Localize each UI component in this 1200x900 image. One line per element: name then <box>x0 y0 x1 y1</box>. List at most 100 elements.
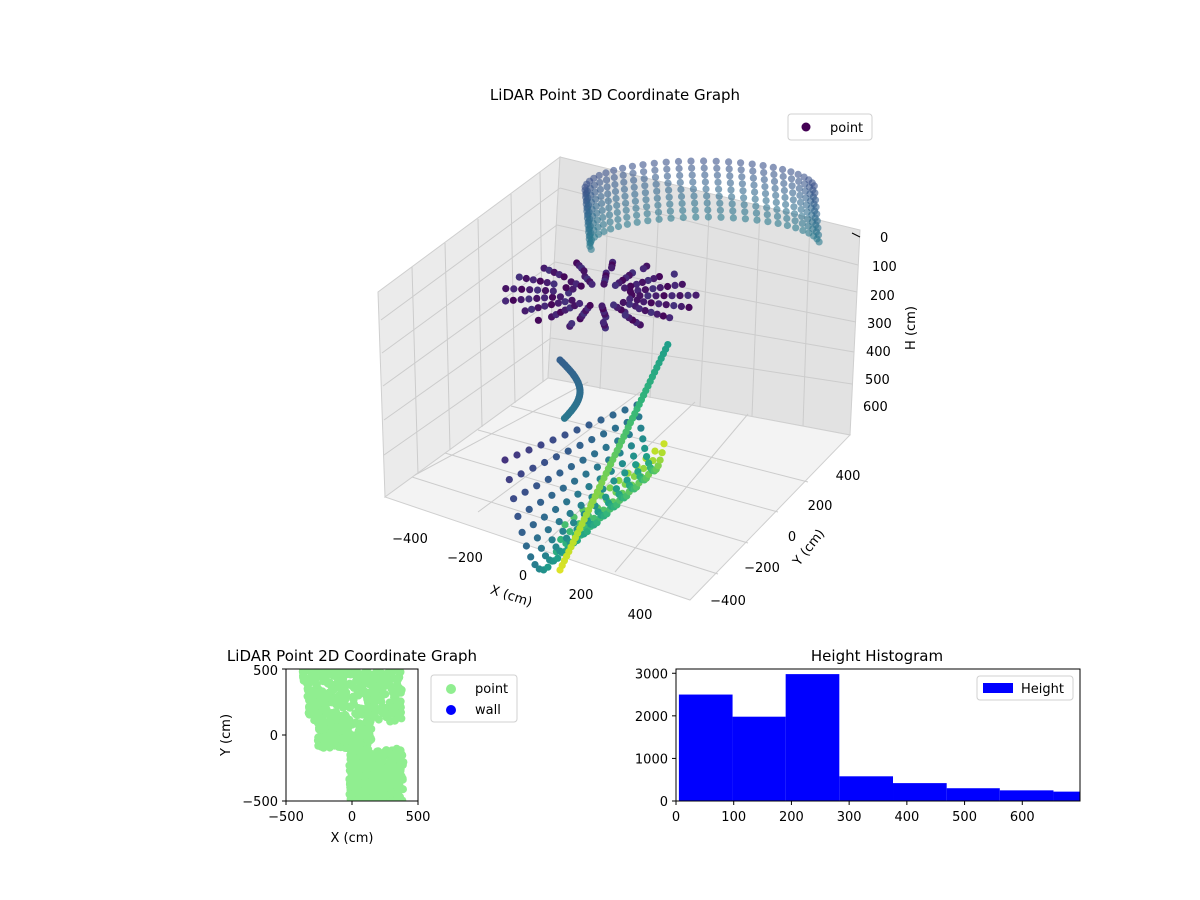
scatter-point <box>638 278 647 286</box>
scatter-point <box>715 185 723 193</box>
scatter-point <box>356 682 365 691</box>
plot-2d: LiDAR Point 2D Coordinate Graph −500 0 5… <box>219 647 518 846</box>
scatter-point <box>760 169 768 177</box>
scatter-point <box>770 177 779 185</box>
scatter-point <box>384 774 393 783</box>
scatter-point <box>703 192 711 200</box>
scatter-point <box>556 293 565 301</box>
scatter-point <box>569 285 577 293</box>
scatter-point <box>783 214 791 223</box>
scatter-point <box>788 182 796 190</box>
scatter-point <box>594 223 602 231</box>
scatter-point <box>374 715 383 724</box>
scatter-point <box>362 716 371 725</box>
scatter-point <box>619 298 627 307</box>
scatter-point <box>522 542 531 550</box>
scatter-point <box>338 734 347 743</box>
scatter-point <box>327 709 336 717</box>
scatter-point <box>342 712 351 721</box>
scatter-point <box>517 296 525 304</box>
scatter-point <box>794 170 802 178</box>
scatter-point <box>368 796 377 801</box>
scatter-point <box>368 670 377 679</box>
x-tick-label: 300 <box>837 810 862 825</box>
scatter-point <box>564 447 572 455</box>
scatter-point <box>550 280 558 288</box>
scatter-point <box>760 176 768 184</box>
scatter-point <box>378 681 387 690</box>
scatter-point <box>675 164 683 173</box>
scatter-point <box>652 180 660 188</box>
scatter-point <box>752 209 761 217</box>
scatter-point <box>390 716 399 725</box>
y-tick-label: 400 <box>836 469 861 484</box>
scatter-point <box>590 174 598 182</box>
scatter-point <box>644 292 652 300</box>
scatter-point <box>583 528 591 536</box>
scatter-point <box>715 192 723 200</box>
scatter-point <box>623 220 632 228</box>
scatter-point <box>361 672 370 681</box>
scatter-point <box>382 670 391 679</box>
scatter-point <box>789 189 797 197</box>
scatter-point <box>541 294 549 302</box>
scatter-point <box>518 528 526 537</box>
legend-histogram: Height <box>976 675 1074 701</box>
scatter-point <box>781 193 789 202</box>
z-tick-label: 300 <box>867 317 892 332</box>
scatter-point <box>771 184 779 192</box>
scatter-point <box>613 201 621 210</box>
legend-marker-point <box>446 684 456 694</box>
scatter-point <box>392 676 401 685</box>
scatter-point <box>599 318 608 327</box>
scatter-point <box>319 669 328 674</box>
scatter-point <box>396 746 405 755</box>
legend-marker-point <box>801 122 811 132</box>
scatter-point <box>529 464 537 472</box>
scatter-point <box>305 702 313 711</box>
scatter-point <box>751 195 759 203</box>
scatter-point <box>713 171 722 179</box>
scatter-point <box>611 281 620 289</box>
scatter-point <box>605 211 614 219</box>
scatter-point <box>397 714 406 723</box>
scatter-point <box>608 264 616 272</box>
scatter-point <box>557 535 565 544</box>
scatter-point <box>670 270 678 278</box>
scatter-point <box>727 186 735 194</box>
scatter-point <box>365 749 374 758</box>
scatter-point <box>548 536 556 544</box>
scatter-point <box>626 288 635 296</box>
histogram-bar <box>999 790 1054 801</box>
plot-3d: LiDAR Point 3D Coordinate Graph <box>377 86 919 623</box>
scatter-point <box>636 292 644 300</box>
scatter-point <box>554 554 562 562</box>
scatter-point <box>643 210 651 218</box>
scatter-point <box>320 723 329 732</box>
y-tick-label: 3000 <box>635 667 668 682</box>
scatter-point <box>576 441 584 449</box>
scatter-point <box>650 159 658 167</box>
scatter-point <box>750 181 758 189</box>
scatter-point <box>525 295 533 303</box>
scatter-point <box>779 165 787 174</box>
scatter-point <box>372 789 380 798</box>
scatter-point <box>664 341 672 349</box>
scatter-point <box>590 181 599 189</box>
scatter-point <box>650 275 658 283</box>
scatter-point <box>629 169 637 177</box>
scatter-point <box>574 490 582 498</box>
scatter-point <box>651 447 659 455</box>
scatter-point <box>787 168 795 176</box>
scatter-point <box>618 460 627 468</box>
scatter-point <box>560 414 569 422</box>
histogram-bar <box>678 694 733 801</box>
scatter-point <box>640 298 648 306</box>
scatter-point <box>299 669 307 675</box>
scatter-point <box>598 302 606 310</box>
legend-2d: point wall <box>430 674 518 723</box>
y-tick-label: −500 <box>242 795 278 810</box>
scatter-point <box>639 265 648 273</box>
scatter-point <box>689 185 698 193</box>
scatter-point <box>773 205 781 213</box>
